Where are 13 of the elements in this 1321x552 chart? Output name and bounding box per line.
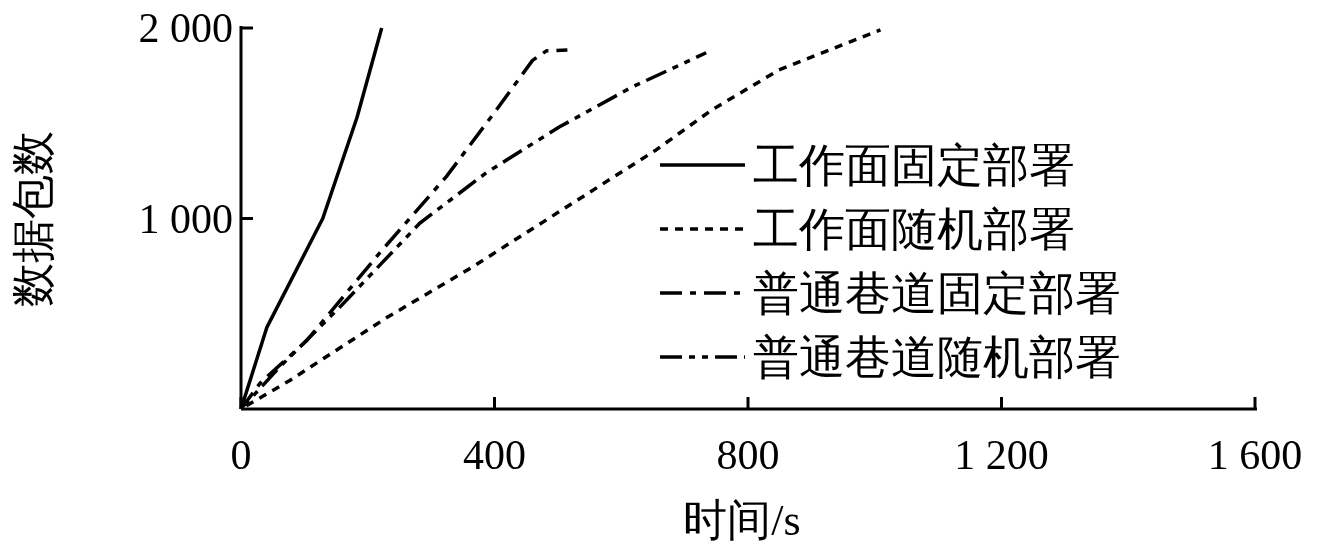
legend-label: 普通巷道随机部署 xyxy=(753,332,1121,383)
legend-label: 工作面随机部署 xyxy=(753,204,1075,255)
y-tick-label: 2 000 xyxy=(138,5,233,51)
y-axis-title: 数据包数 xyxy=(9,130,58,307)
y-tick-label: 1 000 xyxy=(138,195,233,242)
x-axis-title: 时间/s xyxy=(683,496,801,545)
legend-label: 普通巷道固定部署 xyxy=(753,268,1121,319)
x-tick-label: 400 xyxy=(463,432,526,478)
x-tick-label: 0 xyxy=(230,432,252,478)
x-tick-label: 1 200 xyxy=(954,432,1049,478)
legend-label: 工作面固定部署 xyxy=(753,140,1075,191)
x-tick-label: 800 xyxy=(716,432,780,478)
x-tick-label: 1 600 xyxy=(1207,432,1303,478)
